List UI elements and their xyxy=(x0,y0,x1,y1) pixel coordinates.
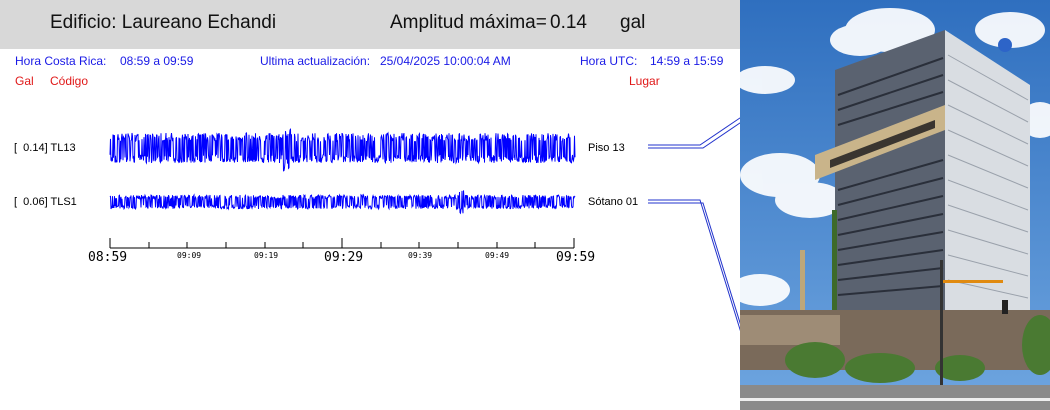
header-bar: Edificio: Laureano Echandi Amplitud máxi… xyxy=(0,0,740,49)
column-gal: Gal xyxy=(15,74,34,88)
time-tick-label: 09:39 xyxy=(408,251,433,260)
last-update-label: Ultima actualización: xyxy=(260,54,371,68)
time-axis xyxy=(109,238,575,249)
time-tick-label: 09:29 xyxy=(324,250,364,265)
seismogram-plot xyxy=(109,117,740,332)
time-tick-label: 09:09 xyxy=(177,251,202,260)
sensor-connector-lines xyxy=(648,117,740,332)
last-update-value: 25/04/2025 10:00:04 AM xyxy=(380,54,511,68)
max-amplitude-value: 0.14 xyxy=(550,12,587,33)
time-tick-label: 09:49 xyxy=(485,251,510,260)
utc-time-range: 14:59 a 15:59 xyxy=(650,54,724,68)
utc-time-label: Hora UTC: xyxy=(580,54,638,68)
column-code: Código xyxy=(50,74,89,88)
time-tick-label: 08:59 xyxy=(88,250,128,265)
channel-tls1-location: Sótano 01 xyxy=(588,196,639,208)
connector-piso13-double xyxy=(648,122,740,149)
building-title: Edificio: Laureano Echandi xyxy=(50,12,277,33)
connector-piso13 xyxy=(648,117,740,146)
channel-tls1-label: [ 0.06] TLS1 xyxy=(14,196,77,208)
building-photo xyxy=(740,0,1050,410)
local-time-label: Hora Costa Rica: xyxy=(15,54,107,68)
max-amplitude-unit: gal xyxy=(620,12,646,33)
channel-tl13-label: [ 0.14] TL13 xyxy=(14,142,76,154)
trace-tl13 xyxy=(109,128,576,172)
connector-sotano01 xyxy=(648,199,740,332)
local-time-range: 08:59 a 09:59 xyxy=(120,54,194,68)
max-amplitude-label: Amplitud máxima= xyxy=(390,12,547,33)
channel-tl13-location: Piso 13 xyxy=(588,142,625,154)
column-place: Lugar xyxy=(629,74,660,88)
time-tick-label: 09:59 xyxy=(556,250,596,265)
connector-sotano01-double xyxy=(648,202,740,325)
time-tick-label: 09:19 xyxy=(254,251,279,260)
trace-tls1 xyxy=(109,190,576,215)
